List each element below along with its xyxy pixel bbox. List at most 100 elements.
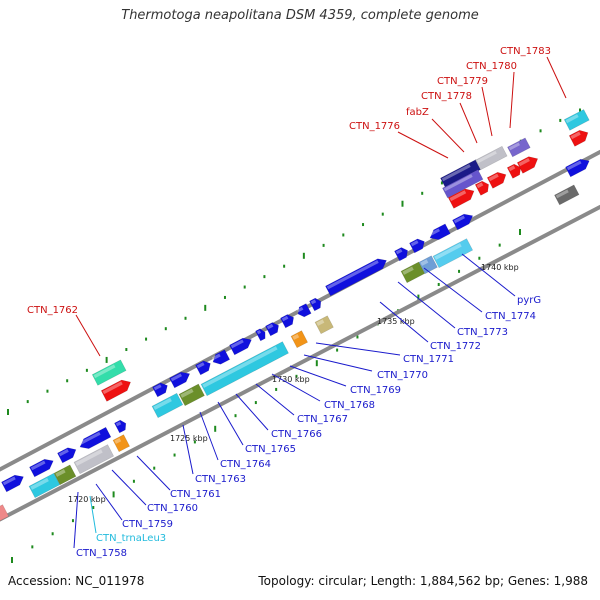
cds-forward xyxy=(409,238,425,254)
gene-label[interactable]: CTN_1770 xyxy=(377,370,428,381)
gene-label[interactable]: CTN_1772 xyxy=(430,341,481,352)
callout-line xyxy=(431,118,465,153)
gene-label[interactable]: CTN_1783 xyxy=(500,46,551,57)
callout-line xyxy=(423,267,483,313)
gene-block xyxy=(53,464,77,486)
cds-forward xyxy=(195,360,211,376)
kbp-marker: 1730 kbp xyxy=(272,375,310,384)
callout-line xyxy=(397,281,456,329)
gene-label[interactable]: CTN_1766 xyxy=(271,429,322,440)
cds-forward xyxy=(280,314,294,329)
cds-forward xyxy=(114,419,127,434)
callout-line xyxy=(271,373,321,402)
callout-line xyxy=(235,393,269,431)
cds-forward xyxy=(152,382,168,398)
gene-label[interactable]: CTN_1767 xyxy=(297,414,348,425)
cds-forward xyxy=(255,328,266,342)
callout-line xyxy=(481,86,493,137)
cds-reverse xyxy=(486,171,507,189)
gene-block xyxy=(475,145,508,171)
cds-reverse xyxy=(100,379,131,402)
gene-block xyxy=(73,444,115,475)
callout-line xyxy=(315,342,401,356)
gene-label[interactable]: CTN_1764 xyxy=(220,459,271,470)
map-title: Thermotoga neapolitana DSM 4359, complet… xyxy=(121,8,479,23)
gene-label[interactable]: CTN_1771 xyxy=(403,354,454,365)
gene-block xyxy=(314,315,334,335)
gene-label[interactable]: CTN_1763 xyxy=(195,474,246,485)
callout-line xyxy=(289,365,347,387)
gene-label[interactable]: CTN_1779 xyxy=(437,76,488,87)
gene-label[interactable]: CTN_1758 xyxy=(76,548,127,559)
cds-forward xyxy=(565,158,590,178)
cds-forward xyxy=(296,303,312,318)
cds-forward xyxy=(325,258,387,297)
tick-marks xyxy=(7,108,581,563)
cds-forward xyxy=(29,458,54,478)
cds-forward xyxy=(1,474,24,493)
cds-forward xyxy=(211,349,231,365)
callout-line xyxy=(111,469,147,506)
callout-line xyxy=(461,253,516,297)
gene-ctn-1762 xyxy=(91,359,127,386)
backbone-line-2 xyxy=(0,205,600,522)
backbone-lines xyxy=(0,150,600,522)
gene-label[interactable]: CTN_1776 xyxy=(349,121,400,132)
cds-forward xyxy=(452,213,474,231)
callout-line xyxy=(303,354,373,372)
kbp-marker: 1720 kbp xyxy=(68,495,106,504)
gene-block xyxy=(151,392,184,419)
cds-reverse xyxy=(568,129,589,147)
gene-block xyxy=(418,255,438,275)
callout-line xyxy=(89,495,97,534)
cds-reverse xyxy=(474,180,489,196)
gene-block xyxy=(442,169,484,199)
gene-block xyxy=(563,109,590,131)
gene-block xyxy=(507,137,531,158)
kbp-markers: 1720 kbp 1725 kbp 1730 kbp 1735 kbp 1740 kbp xyxy=(68,263,519,504)
gene-label[interactable]: CTN_1768 xyxy=(324,400,375,411)
gene-label[interactable]: CTN_1762 xyxy=(27,305,78,316)
callout-line xyxy=(182,424,194,475)
cds-forward xyxy=(428,223,451,240)
cds-forward xyxy=(265,322,279,337)
callout-line xyxy=(459,102,478,144)
gene-label[interactable]: CTN_1759 xyxy=(122,519,173,530)
cds-forward xyxy=(169,371,191,389)
gene-label[interactable]: CTN_1765 xyxy=(245,444,296,455)
callout-line xyxy=(95,483,123,521)
kbp-marker: 1735 kbp xyxy=(377,317,415,326)
gene-label[interactable]: CTN_1774 xyxy=(485,311,536,322)
cds-forward xyxy=(57,447,77,464)
gene-label[interactable]: CTN_1769 xyxy=(350,385,401,396)
callout-line xyxy=(546,56,567,99)
accession-label: Accession: NC_011978 xyxy=(8,574,145,588)
callout-line xyxy=(199,411,219,461)
cds-forward xyxy=(309,297,322,312)
gene-label[interactable]: CTN_1778 xyxy=(421,91,472,102)
cds-forward xyxy=(394,247,408,262)
kbp-marker: 1725 kbp xyxy=(170,434,208,443)
callout-line xyxy=(509,71,515,129)
genome-summary: Topology: circular; Length: 1,884,562 bp… xyxy=(258,574,588,588)
gene-label[interactable]: CTN_1780 xyxy=(466,61,517,72)
gene-label[interactable]: CTN_1761 xyxy=(170,489,221,500)
callout-line xyxy=(75,314,101,357)
callout-line xyxy=(379,301,429,343)
gene-label[interactable]: fabZ xyxy=(406,107,429,118)
gene-label[interactable]: CTN_trnaLeu3 xyxy=(96,533,166,544)
gene-label[interactable]: pyrG xyxy=(517,295,541,306)
callout-line xyxy=(217,401,244,446)
gene-block xyxy=(178,383,205,407)
gene-block xyxy=(432,238,474,269)
gene-label[interactable]: CTN_1773 xyxy=(457,327,508,338)
gene-label-callouts: CTN_1758 CTN_trnaLeu3 CTN_1759 CTN_1760 CTN_… xyxy=(27,46,567,559)
cds-forward xyxy=(78,426,112,449)
cds-reverse xyxy=(506,163,521,179)
backbone-line-1 xyxy=(0,150,600,472)
callout-line xyxy=(397,131,449,159)
gene-block xyxy=(112,434,131,453)
gene-label[interactable]: CTN_1760 xyxy=(147,503,198,514)
cds-forward xyxy=(229,337,252,356)
